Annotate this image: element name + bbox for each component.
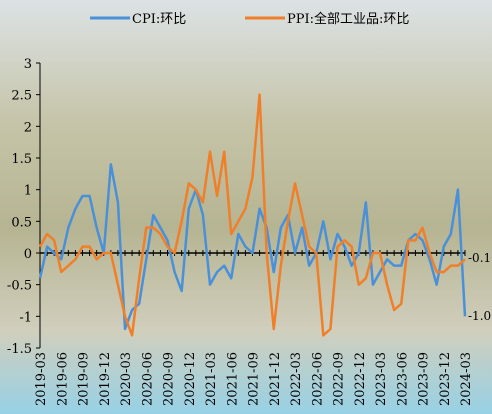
x-tick-label: 2019-03 [34, 352, 49, 406]
x-tick-label: 2019-09 [77, 352, 92, 406]
annotation: -1.00 [468, 309, 492, 323]
x-tick-label: 2020-06 [140, 352, 155, 406]
legend-label: PPI:全部工业品:环比 [287, 11, 409, 27]
x-tick-label: 2023-09 [417, 352, 432, 406]
x-tick-label: 2019-12 [98, 352, 113, 406]
y-tick-label: -0.5 [7, 279, 32, 294]
x-tick-label: 2022-12 [353, 352, 368, 406]
x-tick-label: 2022-06 [310, 352, 325, 406]
x-tick-label: 2021-12 [268, 352, 283, 406]
x-tick-label: 2020-09 [162, 352, 177, 406]
x-tick-label: 2023-06 [395, 352, 410, 406]
x-tick-label: 2023-03 [374, 352, 389, 406]
series-line [38, 93, 466, 337]
x-tick-label: 2021-06 [225, 352, 240, 406]
y-tick-label: 2 [24, 120, 32, 135]
x-tick-label: 2021-09 [247, 352, 262, 406]
y-tick-label: 0 [24, 247, 32, 262]
y-tick-label: 0.5 [11, 215, 32, 230]
y-tick-label: -1.5 [7, 342, 32, 357]
x-tick-label: 2024-03 [459, 352, 474, 406]
x-tick-label: 2020-03 [119, 352, 134, 406]
x-tick-label: 2022-09 [332, 352, 347, 406]
y-tick-label: 1 [24, 184, 32, 199]
y-tick-label: -1 [19, 310, 32, 325]
x-tick-label: 2019-06 [55, 352, 70, 406]
x-tick-label: 2021-03 [204, 352, 219, 406]
legend-label: CPI:环比 [132, 12, 186, 27]
x-tick-label: 2022-03 [289, 352, 304, 406]
annotation: -0.10 [468, 251, 492, 265]
y-tick-label: 1.5 [11, 152, 32, 167]
series-line [38, 163, 467, 331]
x-tick-label: 2023-12 [438, 352, 453, 406]
x-tick-label: 2020-12 [183, 352, 198, 406]
y-tick-label: 3 [24, 57, 32, 72]
y-tick-label: 2.5 [11, 89, 32, 104]
